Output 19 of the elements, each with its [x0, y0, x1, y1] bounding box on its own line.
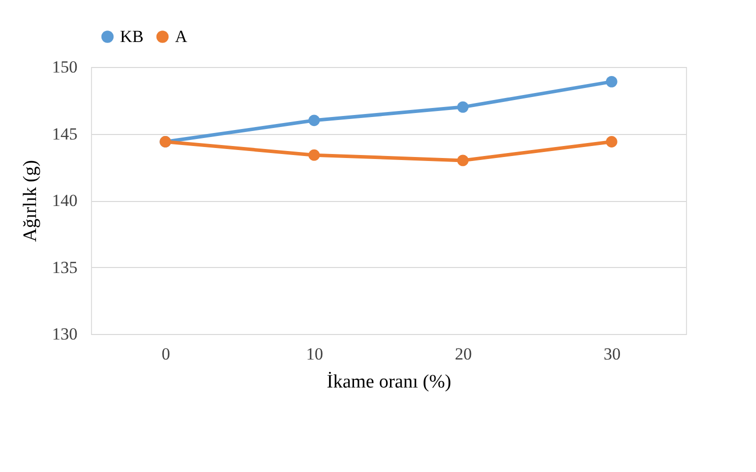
- x-axis-title: İkame oranı (%): [326, 372, 452, 392]
- y-tick-label: 140: [52, 191, 78, 210]
- point: [457, 154, 469, 166]
- point: [606, 136, 618, 148]
- point: [308, 114, 320, 126]
- point: [457, 101, 469, 113]
- legend-label: KB: [120, 26, 144, 46]
- x-tick-label: 10: [306, 344, 324, 364]
- y-tick-label: 135: [52, 258, 78, 277]
- x-tick-label: 30: [604, 344, 621, 364]
- point: [308, 149, 320, 161]
- point: [606, 76, 618, 88]
- y-tick-label: 130: [52, 324, 78, 344]
- y-tick-label: 150: [52, 58, 78, 76]
- x-tick-label: 0: [162, 344, 170, 364]
- legend-label: A: [175, 26, 188, 46]
- y-tick-label: 145: [52, 124, 78, 144]
- x-tick-label: 20: [454, 344, 472, 364]
- y-axis-title: Ağırlık (g): [20, 160, 41, 242]
